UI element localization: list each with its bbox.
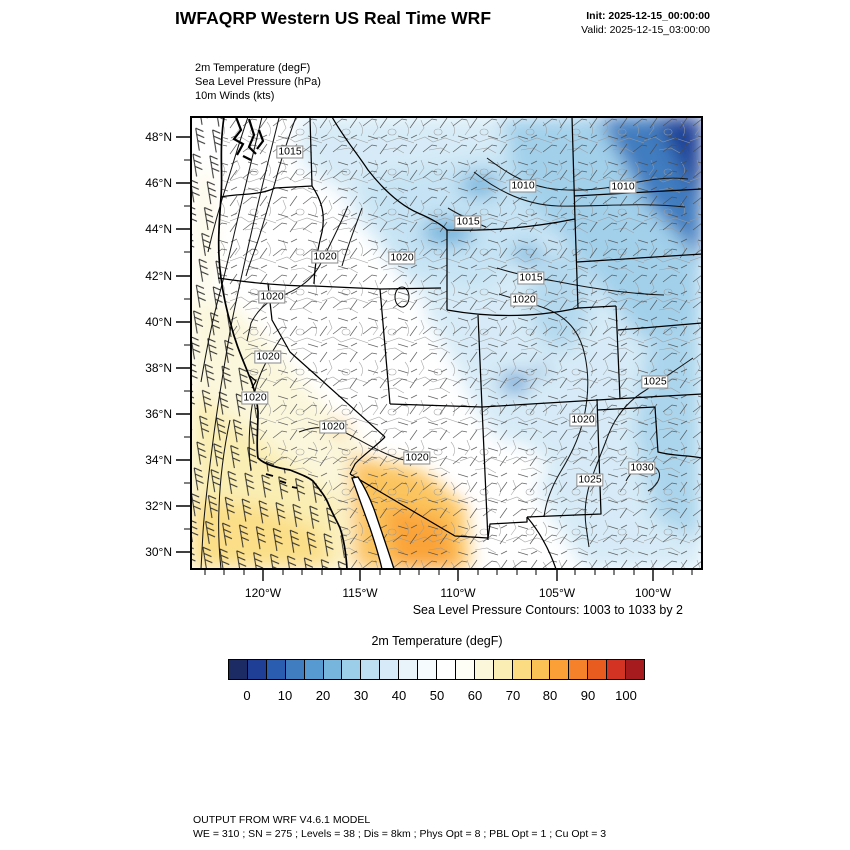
colorbar-cell	[304, 660, 324, 679]
legend-winds: 10m Winds (kts)	[195, 90, 275, 102]
wind-barbs-ocean	[191, 117, 347, 569]
plot-title: IWFAQRP Western US Real Time WRF	[174, 8, 492, 28]
pressure-label: 1020	[510, 293, 538, 307]
gulf-of-california	[351, 476, 395, 569]
colorbar-tick-100: 100	[615, 688, 637, 703]
lat-label-40n: 40°N	[145, 315, 172, 329]
colorbar-cell	[512, 660, 532, 679]
colorbar-cell	[361, 660, 381, 679]
map-frame	[176, 116, 703, 581]
colorbar-cell	[493, 660, 513, 679]
pressure-label: 1010	[509, 179, 537, 193]
pressure-label: 1020	[311, 250, 339, 264]
legend-pressure: Sea Level Pressure (hPa)	[195, 76, 321, 88]
lon-label-115w: 115°W	[342, 586, 378, 600]
colorbar-cell	[285, 660, 305, 679]
colorbar-tick-10: 10	[277, 688, 293, 703]
colorbar-cell	[607, 660, 627, 679]
puget-sound	[232, 117, 265, 161]
lon-label-110w: 110°W	[440, 586, 476, 600]
colorbar-tick-50: 50	[429, 688, 445, 703]
wind-barbs-land	[217, 117, 702, 569]
colorbar-tick-80: 80	[542, 688, 558, 703]
pressure-label: 1015	[517, 271, 545, 285]
colorbar-tick-0: 0	[243, 688, 251, 703]
lat-label-32n: 32°N	[145, 499, 172, 513]
colorbar-tick-70: 70	[505, 688, 521, 703]
colorbar-cell	[588, 660, 608, 679]
footer-config-line: WE = 310 ; SN = 275 ; Levels = 38 ; Dis …	[193, 828, 607, 840]
colorbar	[228, 659, 645, 680]
colorbar-tick-20: 20	[315, 688, 331, 703]
colorbar-cell	[247, 660, 267, 679]
pressure-label: 1025	[576, 473, 604, 487]
colorbar-tick-30: 30	[353, 688, 369, 703]
colorbar-cell	[531, 660, 551, 679]
colorbar-cell	[342, 660, 362, 679]
pressure-label: 1020	[241, 391, 269, 405]
lat-label-42n: 42°N	[145, 269, 172, 283]
colorbar-cell	[399, 660, 419, 679]
colorbar-cell	[380, 660, 400, 679]
lon-label-100w: 100°W	[634, 586, 672, 600]
lat-label-30n: 30°N	[145, 545, 172, 559]
colorbar-cell	[323, 660, 343, 679]
init-time: Init: 2025-12-15_00:00:00	[586, 10, 710, 22]
lat-label-44n: 44°N	[145, 222, 172, 236]
pressure-label: 1020	[319, 420, 347, 434]
colorbar-tick-40: 40	[391, 688, 407, 703]
lon-label-105w: 105°W	[538, 586, 576, 600]
lon-ticks	[204, 569, 693, 581]
colorbar-cell	[436, 660, 456, 679]
colorbar-cell	[455, 660, 475, 679]
colorbar-cell	[569, 660, 589, 679]
lat-label-38n: 38°N	[145, 361, 172, 375]
colorbar-tick-60: 60	[467, 688, 483, 703]
colorbar-cell	[418, 660, 437, 679]
pressure-label: 1025	[641, 375, 669, 389]
pressure-label: 1030	[628, 461, 656, 475]
lat-label-48n: 48°N	[145, 130, 172, 144]
colorbar-title: 2m Temperature (degF)	[371, 634, 503, 648]
pressure-label: 1015	[276, 145, 304, 159]
coastline	[217, 117, 410, 569]
contour-range-note: Sea Level Pressure Contours: 1003 to 103…	[412, 603, 683, 617]
colorbar-tick-90: 90	[580, 688, 596, 703]
colorbar-cell	[550, 660, 570, 679]
pressure-label: 1020	[403, 451, 431, 465]
colorbar-cell	[266, 660, 286, 679]
pressure-label: 1010	[609, 180, 637, 194]
pressure-label: 1020	[254, 350, 282, 364]
colorbar-cell	[229, 660, 248, 679]
lat-label-46n: 46°N	[145, 176, 172, 190]
lat-ticks	[176, 136, 191, 553]
colorbar-cell	[474, 660, 494, 679]
valid-time: Valid: 2025-12-15_03:00:00	[581, 24, 710, 36]
legend-temperature: 2m Temperature (degF)	[195, 62, 311, 74]
pressure-label: 1020	[569, 413, 597, 427]
terrain-lines	[217, 117, 702, 569]
colorbar-cell	[626, 660, 644, 679]
pressure-label: 1020	[258, 290, 286, 304]
lat-label-34n: 34°N	[145, 453, 172, 467]
footer-model-line: OUTPUT FROM WRF V4.6.1 MODEL	[193, 814, 371, 826]
pressure-label: 1015	[454, 215, 482, 229]
lat-label-36n: 36°N	[145, 407, 172, 421]
pressure-label: 1020	[388, 251, 416, 265]
lon-label-120w: 120°W	[244, 586, 282, 600]
